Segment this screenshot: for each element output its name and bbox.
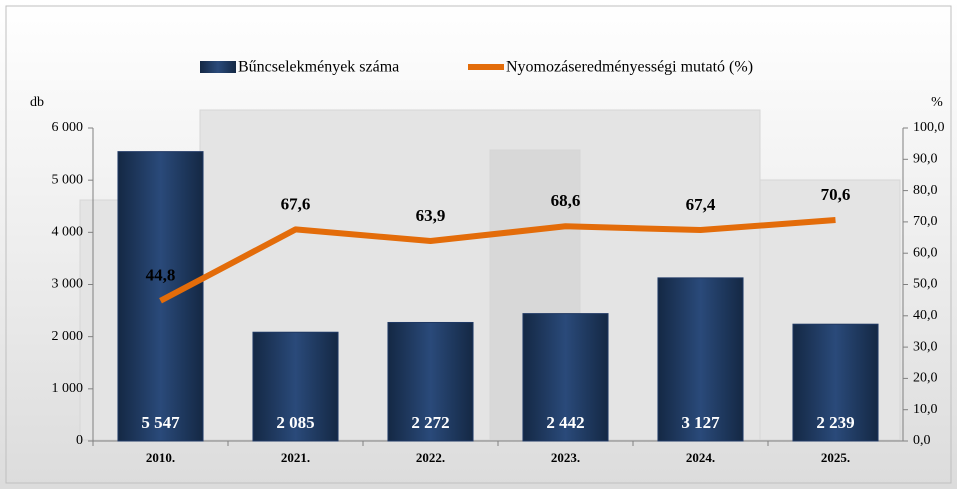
line-value-label: 44,8 <box>146 266 176 285</box>
y2-tick-label: 40,0 <box>913 308 938 323</box>
bar-value-label: 2 239 <box>816 413 854 432</box>
bar <box>252 331 339 442</box>
bar <box>657 277 744 442</box>
bar <box>117 151 204 442</box>
line-value-label: 67,6 <box>281 194 311 213</box>
y2-tick-label: 10,0 <box>913 402 938 417</box>
legend-label: Nyomozáseredményességi mutató (%) <box>506 59 753 76</box>
x-tick-label: 2023. <box>551 450 580 465</box>
bar <box>792 323 879 442</box>
bar-value-label: 2 442 <box>546 413 584 432</box>
x-tick-label: 2024. <box>686 450 715 465</box>
y2-tick-label: 30,0 <box>913 339 938 354</box>
bar <box>387 321 474 442</box>
x-tick-label: 2025. <box>821 450 850 465</box>
y2-tick-label: 80,0 <box>913 183 938 198</box>
bar <box>522 313 609 442</box>
legend-label: Bűncselekmények száma <box>238 59 399 76</box>
bar-value-label: 3 127 <box>681 413 720 432</box>
line <box>159 217 836 304</box>
y2-tick-label: 70,0 <box>913 214 938 229</box>
bar-value-label: 5 547 <box>141 413 180 432</box>
bar-value-label: 2 085 <box>276 413 314 432</box>
x-tick-label: 2021. <box>281 450 310 465</box>
line-value-label: 67,4 <box>686 195 716 214</box>
y2-tick-label: 0,0 <box>913 433 931 448</box>
x-tick-label: 2010. <box>146 450 175 465</box>
y-tick-label: 3 000 <box>52 277 84 292</box>
y2-tick-label: 90,0 <box>913 152 938 167</box>
line-value-label: 68,6 <box>551 191 581 210</box>
frame <box>5 5 952 484</box>
y-tick-label: 2 000 <box>52 329 84 344</box>
y2-tick-label: 20,0 <box>913 371 938 386</box>
y2-tick-label: 100,0 <box>913 120 945 135</box>
y-tick-label: 4 000 <box>52 225 84 240</box>
legend-swatch <box>200 61 236 73</box>
line-value-label: 63,9 <box>416 206 446 225</box>
bar-value-label: 2 272 <box>411 413 449 432</box>
y-tick-label: 1 000 <box>52 381 84 396</box>
y-tick-label: 6 000 <box>52 120 84 135</box>
y2-tick-label: 50,0 <box>913 277 938 292</box>
y-tick-label: 0 <box>76 433 83 448</box>
y2-tick-label: 60,0 <box>913 245 938 260</box>
y-unit: db <box>30 95 44 110</box>
line-value-label: 70,6 <box>821 185 851 204</box>
x-tick-label: 2022. <box>416 450 445 465</box>
y2-unit: % <box>931 95 943 110</box>
y-tick-label: 5 000 <box>52 172 84 187</box>
